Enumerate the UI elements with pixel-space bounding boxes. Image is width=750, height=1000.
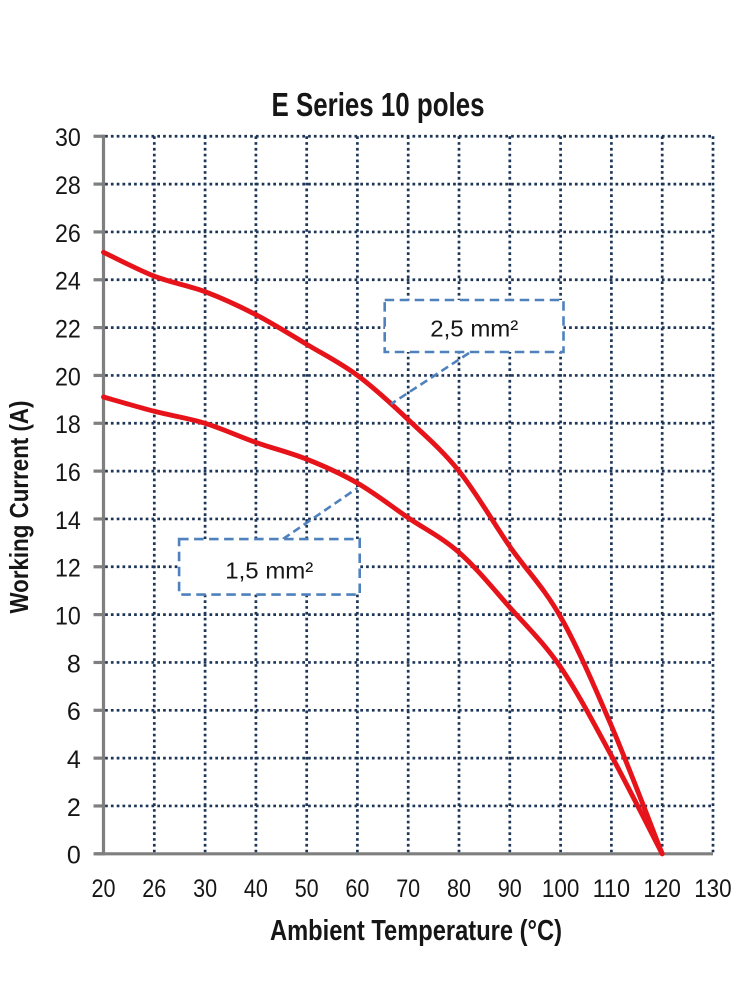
svg-text:24: 24 bbox=[55, 268, 81, 296]
svg-text:50: 50 bbox=[295, 875, 319, 903]
svg-text:14: 14 bbox=[55, 507, 81, 535]
svg-text:6: 6 bbox=[67, 698, 81, 726]
svg-text:120: 120 bbox=[643, 875, 681, 903]
svg-text:16: 16 bbox=[55, 459, 81, 487]
svg-text:E Series 10 poles: E Series 10 poles bbox=[272, 86, 485, 123]
svg-text:10: 10 bbox=[55, 603, 81, 631]
svg-text:20: 20 bbox=[55, 363, 81, 391]
svg-text:130: 130 bbox=[694, 875, 732, 903]
svg-text:Working Current (A): Working Current (A) bbox=[4, 401, 34, 614]
svg-text:100: 100 bbox=[542, 875, 580, 903]
svg-text:4: 4 bbox=[67, 746, 81, 774]
svg-text:90: 90 bbox=[498, 875, 522, 903]
svg-text:80: 80 bbox=[447, 875, 471, 903]
svg-text:110: 110 bbox=[593, 875, 631, 903]
svg-text:30: 30 bbox=[55, 124, 81, 152]
svg-text:26: 26 bbox=[142, 875, 166, 903]
svg-text:40: 40 bbox=[244, 875, 268, 903]
svg-text:12: 12 bbox=[55, 555, 81, 583]
svg-text:70: 70 bbox=[396, 875, 420, 903]
svg-text:2,5 mm²: 2,5 mm² bbox=[430, 316, 518, 342]
svg-text:26: 26 bbox=[55, 220, 81, 248]
svg-text:22: 22 bbox=[55, 316, 81, 344]
svg-text:20: 20 bbox=[92, 875, 116, 903]
svg-text:30: 30 bbox=[193, 875, 217, 903]
svg-text:0: 0 bbox=[67, 842, 81, 870]
svg-text:Ambient Temperature (°C): Ambient Temperature (°C) bbox=[270, 915, 562, 947]
svg-text:28: 28 bbox=[55, 172, 81, 200]
svg-text:60: 60 bbox=[345, 875, 369, 903]
svg-text:1,5 mm²: 1,5 mm² bbox=[225, 558, 313, 584]
svg-text:2: 2 bbox=[67, 794, 81, 822]
svg-text:8: 8 bbox=[67, 650, 81, 678]
svg-text:18: 18 bbox=[55, 411, 81, 439]
